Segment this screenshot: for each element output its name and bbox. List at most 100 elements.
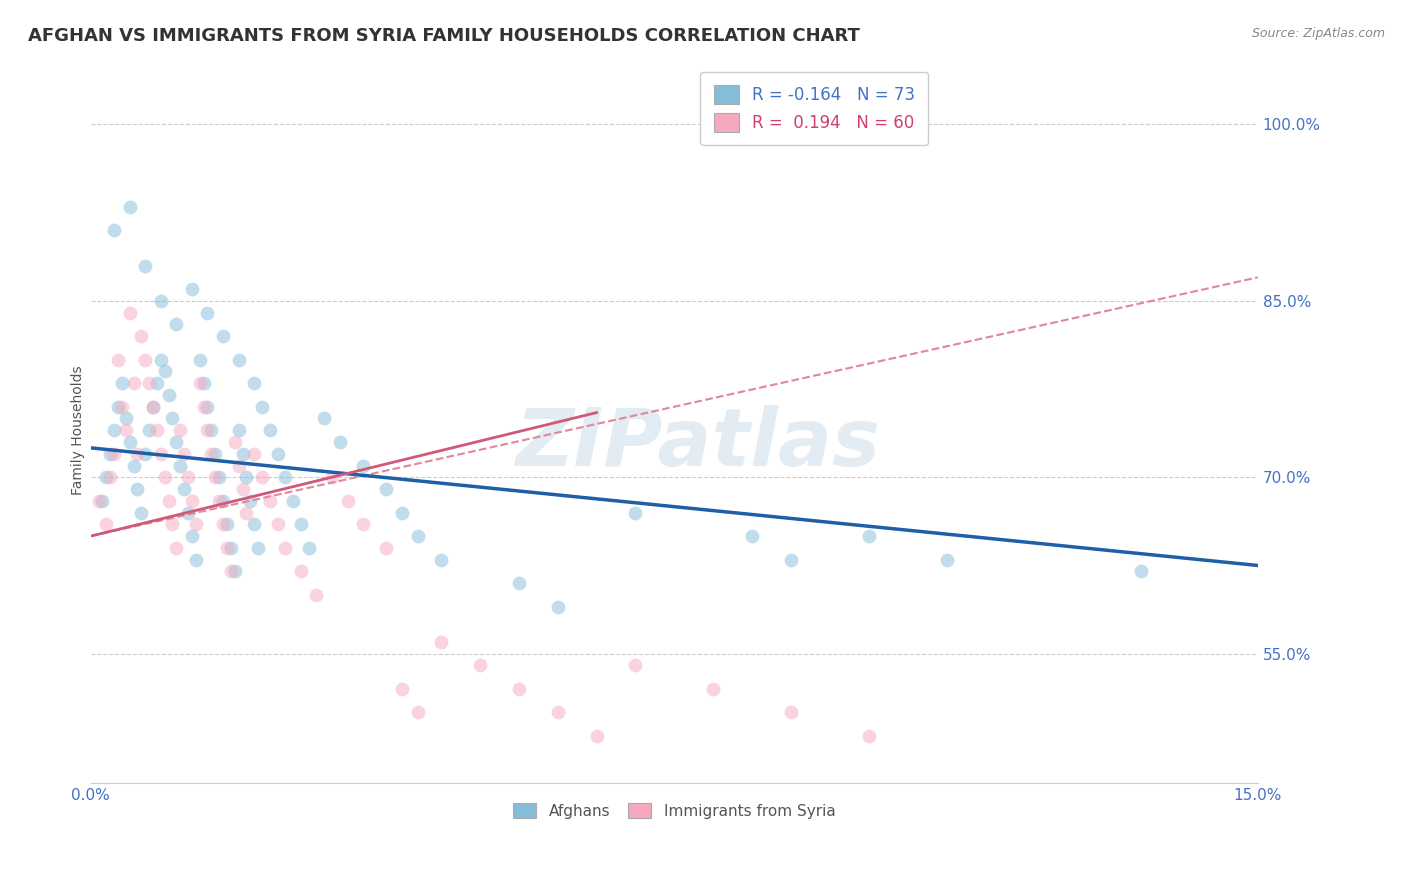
Point xyxy=(169,458,191,473)
Point xyxy=(935,552,957,566)
Point xyxy=(107,400,129,414)
Point xyxy=(165,318,187,332)
Point xyxy=(138,376,160,391)
Point xyxy=(741,529,763,543)
Point xyxy=(204,447,226,461)
Point xyxy=(702,681,724,696)
Point xyxy=(118,435,141,450)
Point xyxy=(290,565,312,579)
Point xyxy=(111,376,134,391)
Point xyxy=(149,447,172,461)
Point xyxy=(228,423,250,437)
Point xyxy=(243,376,266,391)
Point xyxy=(352,458,374,473)
Point xyxy=(107,352,129,367)
Point xyxy=(173,447,195,461)
Point xyxy=(219,565,242,579)
Point xyxy=(235,470,257,484)
Point xyxy=(142,400,165,414)
Point xyxy=(200,423,222,437)
Point xyxy=(114,411,136,425)
Point xyxy=(215,541,238,555)
Point xyxy=(406,706,429,720)
Point xyxy=(321,470,343,484)
Point xyxy=(430,552,453,566)
Point xyxy=(153,364,176,378)
Point xyxy=(375,541,398,555)
Point xyxy=(780,552,803,566)
Point xyxy=(142,400,165,414)
Point xyxy=(547,706,569,720)
Point xyxy=(169,423,191,437)
Point xyxy=(165,541,187,555)
Point xyxy=(98,470,121,484)
Point xyxy=(165,435,187,450)
Y-axis label: Family Households: Family Households xyxy=(72,366,86,495)
Point xyxy=(212,517,235,532)
Point xyxy=(134,352,156,367)
Point xyxy=(96,470,118,484)
Point xyxy=(228,352,250,367)
Point xyxy=(508,681,530,696)
Point xyxy=(197,423,219,437)
Point xyxy=(250,470,273,484)
Point xyxy=(224,435,246,450)
Point xyxy=(274,470,297,484)
Point xyxy=(149,352,172,367)
Point xyxy=(134,447,156,461)
Point xyxy=(406,529,429,543)
Point xyxy=(336,493,359,508)
Point xyxy=(184,552,207,566)
Point xyxy=(173,482,195,496)
Point xyxy=(131,506,153,520)
Point xyxy=(98,447,121,461)
Point xyxy=(103,423,125,437)
Point xyxy=(212,329,235,343)
Point xyxy=(114,423,136,437)
Point xyxy=(149,293,172,308)
Point xyxy=(162,411,184,425)
Point xyxy=(118,305,141,319)
Point xyxy=(430,635,453,649)
Point xyxy=(375,482,398,496)
Point xyxy=(212,493,235,508)
Point xyxy=(103,223,125,237)
Point xyxy=(290,517,312,532)
Point xyxy=(204,470,226,484)
Point xyxy=(127,482,149,496)
Point xyxy=(177,506,200,520)
Text: Source: ZipAtlas.com: Source: ZipAtlas.com xyxy=(1251,27,1385,40)
Point xyxy=(352,517,374,532)
Text: AFGHAN VS IMMIGRANTS FROM SYRIA FAMILY HOUSEHOLDS CORRELATION CHART: AFGHAN VS IMMIGRANTS FROM SYRIA FAMILY H… xyxy=(28,27,860,45)
Point xyxy=(259,423,281,437)
Point xyxy=(181,282,204,296)
Point xyxy=(118,200,141,214)
Point xyxy=(193,400,215,414)
Point xyxy=(181,493,204,508)
Point xyxy=(624,658,647,673)
Point xyxy=(208,470,231,484)
Point xyxy=(134,259,156,273)
Point xyxy=(111,400,134,414)
Point xyxy=(228,458,250,473)
Point xyxy=(305,588,328,602)
Point xyxy=(585,729,607,743)
Text: ZIPatlas: ZIPatlas xyxy=(515,405,880,483)
Point xyxy=(780,706,803,720)
Point xyxy=(188,376,211,391)
Point xyxy=(468,658,491,673)
Point xyxy=(146,376,169,391)
Point xyxy=(274,541,297,555)
Point xyxy=(239,493,262,508)
Point xyxy=(391,506,413,520)
Point xyxy=(1130,565,1153,579)
Point xyxy=(259,493,281,508)
Point xyxy=(231,447,253,461)
Point xyxy=(91,493,114,508)
Point xyxy=(184,517,207,532)
Point xyxy=(96,517,118,532)
Point xyxy=(243,517,266,532)
Point xyxy=(858,729,880,743)
Point xyxy=(247,541,270,555)
Point xyxy=(266,517,288,532)
